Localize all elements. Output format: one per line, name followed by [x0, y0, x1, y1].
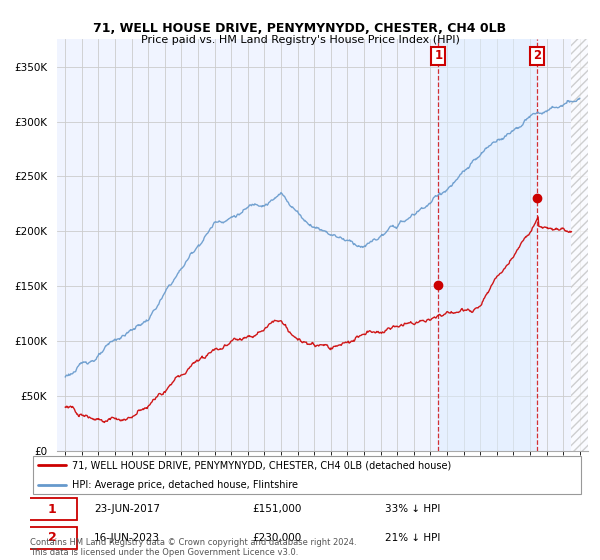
Text: 1: 1: [48, 503, 56, 516]
Text: £151,000: £151,000: [252, 505, 301, 514]
Text: 71, WELL HOUSE DRIVE, PENYMYNYDD, CHESTER, CH4 0LB (detached house): 71, WELL HOUSE DRIVE, PENYMYNYDD, CHESTE…: [71, 460, 451, 470]
Text: 2: 2: [533, 49, 541, 63]
Text: 33% ↓ HPI: 33% ↓ HPI: [385, 505, 440, 514]
Text: Contains HM Land Registry data © Crown copyright and database right 2024.
This d: Contains HM Land Registry data © Crown c…: [30, 538, 356, 557]
Text: 2: 2: [48, 531, 56, 544]
Text: 21% ↓ HPI: 21% ↓ HPI: [385, 533, 440, 543]
Text: 23-JUN-2017: 23-JUN-2017: [94, 505, 160, 514]
Text: HPI: Average price, detached house, Flintshire: HPI: Average price, detached house, Flin…: [71, 480, 298, 490]
FancyBboxPatch shape: [33, 456, 581, 493]
Text: 1: 1: [434, 49, 442, 63]
FancyBboxPatch shape: [27, 527, 77, 549]
Text: 16-JUN-2023: 16-JUN-2023: [94, 533, 160, 543]
FancyBboxPatch shape: [27, 498, 77, 520]
Text: 71, WELL HOUSE DRIVE, PENYMYNYDD, CHESTER, CH4 0LB: 71, WELL HOUSE DRIVE, PENYMYNYDD, CHESTE…: [94, 22, 506, 35]
Text: Price paid vs. HM Land Registry's House Price Index (HPI): Price paid vs. HM Land Registry's House …: [140, 35, 460, 45]
Text: £230,000: £230,000: [252, 533, 301, 543]
